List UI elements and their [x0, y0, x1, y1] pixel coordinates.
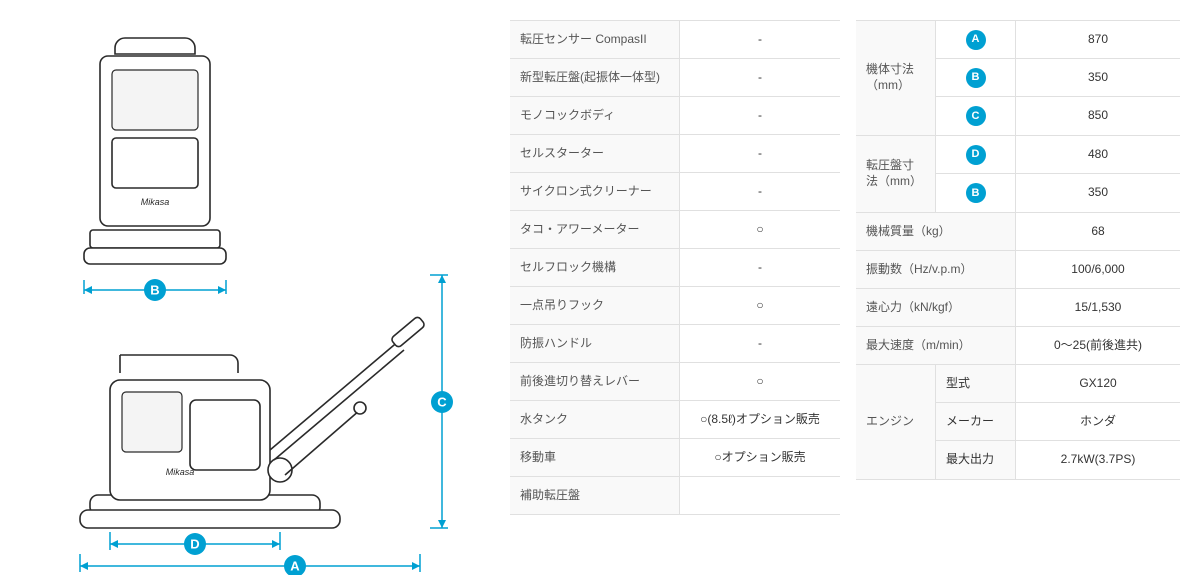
svg-text:B: B: [150, 283, 159, 298]
spec-label: サイクロン式クリーナー: [510, 173, 680, 210]
badge-a-icon: A: [966, 30, 986, 50]
spec-label: タコ・アワーメーター: [510, 211, 680, 248]
spec-table: 転圧センサー CompasII- 新型転圧盤(起振体一体型)- モノコックボディ…: [510, 20, 840, 555]
dim-group-label: 転圧盤寸法（mm）: [856, 136, 936, 212]
spec-value: -: [680, 325, 840, 362]
engine-sub-label: 最大出力: [936, 441, 1016, 479]
engine-sub-label: メーカー: [936, 403, 1016, 440]
dim-value: 350: [1016, 59, 1180, 96]
svg-text:D: D: [190, 537, 199, 552]
spec-label: 補助転圧盤: [510, 477, 680, 514]
spec-label: 一点吊りフック: [510, 287, 680, 324]
engine-group-label: エンジン: [856, 365, 936, 479]
spec-label: 移動車: [510, 439, 680, 476]
dim-group-label: 機体寸法（mm）: [856, 21, 936, 135]
badge-d-icon: D: [966, 145, 986, 165]
dim-badge-cell: B: [936, 59, 1016, 96]
dim-value: 68: [1016, 213, 1180, 250]
spec-label: 前後進切り替えレバー: [510, 363, 680, 400]
dim-value: 350: [1016, 174, 1180, 212]
spec-label: 水タンク: [510, 401, 680, 438]
badge-b-icon: B: [966, 68, 986, 88]
diagram-column: Mikasa B: [0, 20, 510, 555]
badge-c-icon: C: [966, 106, 986, 126]
engine-value: GX120: [1016, 365, 1180, 402]
spec-label: セルフロック機構: [510, 249, 680, 286]
svg-text:Mikasa: Mikasa: [141, 197, 170, 207]
spec-value: -: [680, 249, 840, 286]
dimension-table: 機体寸法（mm） A 870 B 350 C 850 転圧盤寸法（mm）: [856, 20, 1180, 555]
spec-label: 防振ハンドル: [510, 325, 680, 362]
svg-text:A: A: [290, 559, 300, 574]
dim-badge-cell: C: [936, 97, 1016, 135]
spec-value: -: [680, 135, 840, 172]
spec-value: -: [680, 173, 840, 210]
svg-text:Mikasa: Mikasa: [166, 467, 195, 477]
dim-value: 100/6,000: [1016, 251, 1180, 288]
dim-label: 最大速度（m/min）: [856, 327, 1016, 364]
spec-value: ○(8.5ℓ)オプション販売: [680, 401, 840, 438]
product-line-drawing: Mikasa B: [0, 20, 490, 575]
dim-value: 0〜25(前後進共): [1016, 327, 1180, 364]
dim-value: 480: [1016, 136, 1180, 173]
spec-value: -: [680, 21, 840, 58]
dim-value: 15/1,530: [1016, 289, 1180, 326]
dim-value: 850: [1016, 97, 1180, 135]
dim-badge-cell: A: [936, 21, 1016, 58]
spec-label: モノコックボディ: [510, 97, 680, 134]
spec-value: -: [680, 59, 840, 96]
spec-label: セルスターター: [510, 135, 680, 172]
engine-value: 2.7kW(3.7PS): [1016, 441, 1180, 479]
dim-value: 870: [1016, 21, 1180, 58]
tables-column: 転圧センサー CompasII- 新型転圧盤(起振体一体型)- モノコックボディ…: [510, 20, 1180, 555]
badge-b-icon: B: [966, 183, 986, 203]
dim-label: 遠心力（kN/kgf）: [856, 289, 1016, 326]
spec-label: 転圧センサー CompasII: [510, 21, 680, 58]
dim-badge-cell: B: [936, 174, 1016, 212]
spec-label: 新型転圧盤(起振体一体型): [510, 59, 680, 96]
spec-value: ○: [680, 363, 840, 400]
spec-value: ○: [680, 211, 840, 248]
engine-sub-label: 型式: [936, 365, 1016, 402]
dim-label: 機械質量（kg）: [856, 213, 1016, 250]
engine-value: ホンダ: [1016, 403, 1180, 440]
spec-value: ○: [680, 287, 840, 324]
spec-value: ○オプション販売: [680, 439, 840, 476]
dim-badge-cell: D: [936, 136, 1016, 173]
dim-label: 振動数（Hz/v.p.m）: [856, 251, 1016, 288]
spec-value: -: [680, 97, 840, 134]
svg-text:C: C: [437, 395, 447, 410]
spec-value: [680, 477, 840, 514]
